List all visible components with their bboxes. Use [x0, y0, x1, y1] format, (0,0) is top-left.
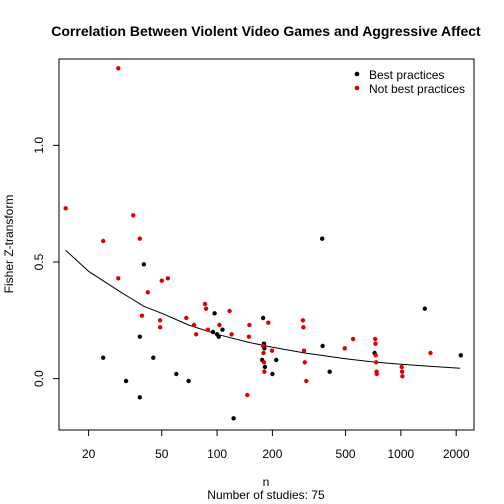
data-point-not-best-practices: [194, 332, 199, 337]
data-point-best-practices: [174, 371, 179, 377]
data-point-best-practices: [320, 236, 325, 241]
x-tick-label: 50: [155, 447, 169, 461]
data-point-not-best-practices: [116, 66, 121, 71]
data-point-not-best-practices: [145, 290, 150, 295]
data-point-not-best-practices: [374, 371, 379, 377]
data-point-best-practices: [260, 315, 266, 321]
data-point-not-best-practices: [373, 341, 378, 346]
studies-count-label: Number of studies: 75: [207, 488, 325, 502]
data-point-not-best-practices: [300, 318, 306, 323]
chart-title: Correlation Between Violent Video Games …: [51, 23, 481, 39]
data-point-not-best-practices: [262, 369, 267, 374]
x-tick-label: 2000: [443, 447, 470, 461]
data-point-best-practices: [422, 306, 427, 311]
data-point-not-best-practices: [400, 374, 405, 379]
legend-label-best-practices: Best practices: [369, 68, 444, 82]
data-point-not-best-practices: [373, 360, 379, 365]
y-tick-label: 0.0: [32, 370, 46, 387]
legend: Best practices Not best practices: [354, 68, 465, 96]
data-point-best-practices: [270, 371, 275, 377]
legend-label-not-best-practices: Not best practices: [369, 82, 465, 96]
data-point-not-best-practices: [301, 348, 307, 353]
data-point-not-best-practices: [137, 236, 142, 241]
x-tick-label: 200: [262, 447, 282, 461]
data-point-not-best-practices: [261, 350, 266, 356]
data-point-not-best-practices: [157, 318, 163, 323]
data-point-not-best-practices: [246, 334, 252, 339]
data-point-best-practices: [327, 369, 332, 374]
data-point-not-best-practices: [428, 350, 433, 356]
data-point-not-best-practices: [266, 320, 271, 325]
data-point-not-best-practices: [101, 238, 106, 244]
y-axis-label: Fisher Z-transform: [2, 195, 16, 294]
data-point-not-best-practices: [139, 313, 145, 318]
data-point-not-best-practices: [269, 348, 275, 353]
data-point-not-best-practices: [191, 322, 197, 328]
data-point-best-practices: [137, 334, 142, 339]
data-points: [63, 66, 463, 421]
data-point-best-practices: [151, 355, 156, 360]
data-point-not-best-practices: [301, 325, 306, 330]
data-point-not-best-practices: [304, 378, 309, 384]
legend-marker-not-best-practices: [354, 85, 360, 91]
y-tick-label: 1.0: [32, 137, 46, 154]
x-tick-label: 500: [336, 447, 356, 461]
data-point-not-best-practices: [350, 336, 356, 342]
data-point-not-best-practices: [302, 360, 307, 365]
data-point-not-best-practices: [165, 276, 171, 281]
data-point-best-practices: [216, 334, 221, 339]
x-axis-label: n: [263, 475, 270, 489]
data-point-not-best-practices: [373, 353, 378, 358]
data-point-best-practices: [458, 353, 463, 358]
data-point-best-practices: [137, 395, 142, 400]
data-point-not-best-practices: [131, 213, 136, 218]
data-point-best-practices: [231, 416, 236, 421]
data-point-not-best-practices: [399, 364, 404, 370]
data-point-best-practices: [101, 355, 106, 360]
y-tick-label: 0.5: [32, 253, 46, 270]
data-point-not-best-practices: [203, 306, 209, 311]
legend-marker-best-practices: [354, 71, 360, 77]
x-axis: 20 50 100 200 500 1000 2000: [82, 430, 470, 461]
data-point-not-best-practices: [217, 322, 222, 328]
data-point-best-practices: [320, 343, 325, 349]
data-point-best-practices: [262, 364, 268, 370]
data-point-not-best-practices: [342, 346, 347, 351]
data-point-best-practices: [274, 357, 279, 363]
x-tick-label: 100: [207, 447, 227, 461]
data-point-best-practices: [212, 311, 217, 316]
y-axis: 0.0 0.5 1.0: [32, 137, 59, 387]
data-point-not-best-practices: [373, 336, 378, 342]
data-point-not-best-practices: [227, 308, 232, 314]
data-point-not-best-practices: [157, 325, 163, 330]
data-point-not-best-practices: [245, 392, 250, 398]
data-point-best-practices: [186, 378, 191, 384]
data-point-not-best-practices: [261, 360, 267, 365]
x-tick-label: 1000: [388, 447, 415, 461]
plot-frame: [58, 58, 475, 431]
data-point-not-best-practices: [159, 278, 164, 283]
data-point-not-best-practices: [260, 343, 266, 349]
x-tick-label: 20: [82, 447, 96, 461]
data-point-best-practices: [123, 378, 129, 384]
data-point-not-best-practices: [184, 315, 189, 321]
data-point-not-best-practices: [229, 332, 234, 337]
data-point-not-best-practices: [116, 276, 121, 281]
data-point-not-best-practices: [205, 327, 210, 332]
data-point-not-best-practices: [399, 369, 405, 374]
trend-line: [65, 249, 461, 369]
data-point-not-best-practices: [63, 206, 68, 211]
data-point-not-best-practices: [247, 322, 252, 328]
data-point-best-practices: [220, 327, 225, 332]
data-point-best-practices: [210, 329, 216, 335]
data-point-not-best-practices: [202, 301, 208, 307]
data-point-best-practices: [141, 262, 147, 267]
